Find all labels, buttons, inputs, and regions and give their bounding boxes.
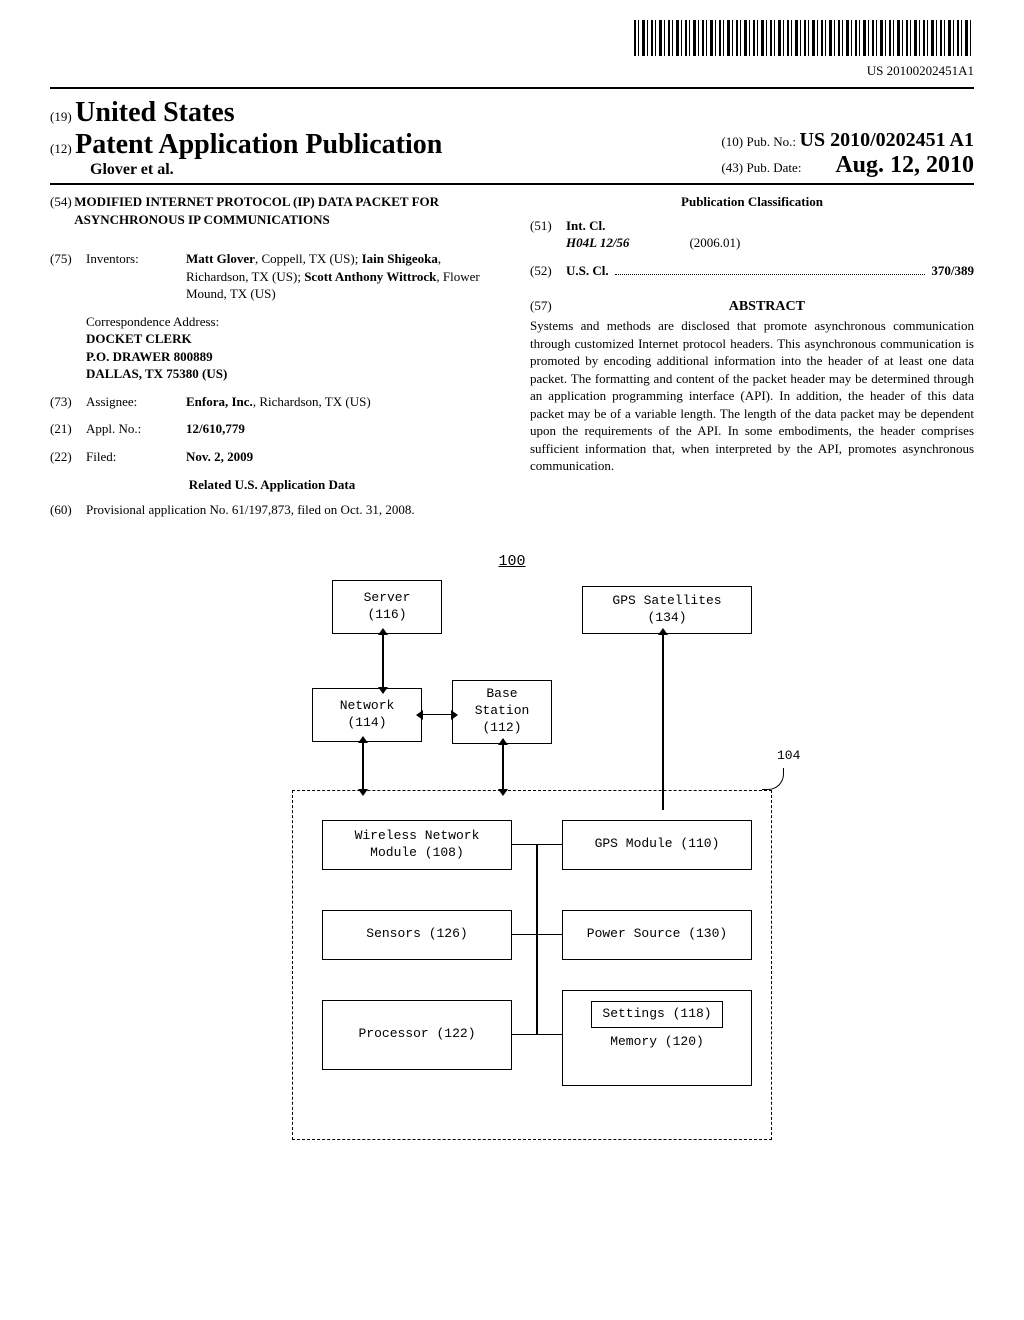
intcl-label: Int. Cl. bbox=[566, 217, 974, 235]
box-sensors: Sensors (126) bbox=[322, 910, 512, 960]
inventors-value: Matt Glover, Coppell, TX (US); Iain Shig… bbox=[186, 250, 494, 303]
pubno-label: Pub. No.: bbox=[747, 134, 796, 149]
field-60-num: (60) bbox=[50, 501, 86, 519]
header-authors: Glover et al. bbox=[90, 161, 442, 179]
applno-value: 12/610,779 bbox=[186, 420, 494, 438]
country: United States bbox=[75, 97, 234, 128]
box-wireless-network-module: Wireless Network Module (108) bbox=[322, 820, 512, 870]
abstract-head: ABSTRACT bbox=[560, 298, 974, 317]
box-power-source: Power Source (130) bbox=[562, 910, 752, 960]
box-server: Server (116) bbox=[332, 580, 442, 634]
field-75-num: (75) bbox=[50, 250, 86, 303]
ref-label-104: 104 bbox=[777, 748, 800, 763]
conn-proc-mem bbox=[512, 1034, 562, 1036]
inventor-1: Matt Glover bbox=[186, 251, 255, 266]
conn-gps-sat-module bbox=[662, 634, 664, 810]
header-right: (10) Pub. No.: US 2010/0202451 A1 (43) P… bbox=[721, 129, 974, 179]
header-left: (19) United States (12) Patent Applicati… bbox=[50, 97, 442, 179]
box-gps-satellites: GPS Satellites (134) bbox=[582, 586, 752, 634]
pubdate: Aug. 12, 2010 bbox=[835, 152, 974, 179]
conn-base-wnm bbox=[502, 744, 504, 790]
figure-number: 100 bbox=[50, 553, 974, 570]
barcode-graphic bbox=[634, 20, 974, 56]
barcode-region bbox=[50, 20, 974, 61]
field-73-num: (73) bbox=[50, 393, 86, 411]
field-52-num: (52) bbox=[530, 262, 566, 280]
box-memory: Settings (118) Memory (120) bbox=[562, 990, 752, 1086]
classification-head: Publication Classification bbox=[530, 193, 974, 211]
inventors-label: Inventors: bbox=[86, 250, 186, 303]
prefix-19: (19) bbox=[50, 109, 72, 124]
box-processor: Processor (122) bbox=[322, 1000, 512, 1070]
assignee-label: Assignee: bbox=[86, 393, 186, 411]
conn-vertical-bus bbox=[536, 844, 538, 1034]
intcl-code: H04L 12/56 bbox=[566, 234, 629, 252]
uscl-label: U.S. Cl. bbox=[566, 262, 609, 280]
applno-label: Appl. No.: bbox=[86, 420, 186, 438]
conn-server-network bbox=[382, 634, 384, 688]
ref-leader-104 bbox=[762, 768, 784, 790]
uscl-value: 370/389 bbox=[931, 262, 974, 280]
provisional-text: Provisional application No. 61/197,873, … bbox=[86, 501, 494, 519]
figure-diagram: Server (116) GPS Satellites (134) Networ… bbox=[232, 580, 792, 1160]
field-22-num: (22) bbox=[50, 448, 86, 466]
correspondence-label: Correspondence Address: bbox=[86, 313, 494, 331]
related-app-head: Related U.S. Application Data bbox=[50, 476, 494, 494]
inventor-3: Scott Anthony Wittrock bbox=[304, 269, 436, 284]
field-54-num: (54) bbox=[50, 193, 74, 240]
correspondence-line-3: DALLAS, TX 75380 (US) bbox=[86, 365, 494, 383]
invention-title: MODIFIED INTERNET PROTOCOL (IP) DATA PAC… bbox=[74, 193, 494, 228]
box-memory-label: Memory (120) bbox=[610, 1034, 704, 1051]
filed-label: Filed: bbox=[86, 448, 186, 466]
field-51-num: (51) bbox=[530, 217, 566, 252]
assignee-loc: , Richardson, TX (US) bbox=[253, 394, 371, 409]
publication-type: Patent Application Publication bbox=[75, 129, 442, 160]
intcl-year: (2006.01) bbox=[689, 234, 740, 252]
conn-network-base bbox=[422, 714, 452, 716]
header-rule-bottom bbox=[50, 183, 974, 185]
prefix-12: (12) bbox=[50, 141, 72, 156]
uscl-leader bbox=[615, 274, 926, 275]
box-gps-module: GPS Module (110) bbox=[562, 820, 752, 870]
left-column: (54) MODIFIED INTERNET PROTOCOL (IP) DAT… bbox=[50, 193, 494, 529]
header-rule-top bbox=[50, 87, 974, 89]
assignee-value: Enfora, Inc., Richardson, TX (US) bbox=[186, 393, 494, 411]
abstract-body: Systems and methods are disclosed that p… bbox=[530, 317, 974, 475]
inventor-1-loc: , Coppell, TX (US); bbox=[255, 251, 362, 266]
correspondence-line-2: P.O. DRAWER 800889 bbox=[86, 348, 494, 366]
pubdate-label: Pub. Date: bbox=[747, 160, 802, 175]
box-settings: Settings (118) bbox=[591, 1001, 722, 1028]
pubno: US 2010/0202451 A1 bbox=[800, 129, 974, 151]
conn-network-dashed bbox=[362, 742, 364, 790]
correspondence-line-1: DOCKET CLERK bbox=[86, 330, 494, 348]
filed-value: Nov. 2, 2009 bbox=[186, 448, 494, 466]
prefix-10: (10) bbox=[721, 134, 743, 149]
figure-wrap: Server (116) GPS Satellites (134) Networ… bbox=[50, 580, 974, 1160]
inventor-2: Iain Shigeoka bbox=[362, 251, 438, 266]
barcode-text: US 20100202451A1 bbox=[50, 63, 974, 79]
box-network: Network (114) bbox=[312, 688, 422, 742]
assignee-name: Enfora, Inc. bbox=[186, 394, 253, 409]
bibliographic-columns: (54) MODIFIED INTERNET PROTOCOL (IP) DAT… bbox=[50, 193, 974, 529]
right-column: Publication Classification (51) Int. Cl.… bbox=[530, 193, 974, 529]
prefix-43: (43) bbox=[721, 160, 743, 175]
header-block: (19) United States (12) Patent Applicati… bbox=[50, 97, 974, 179]
box-base-station: Base Station (112) bbox=[452, 680, 552, 744]
field-21-num: (21) bbox=[50, 420, 86, 438]
field-57-num: (57) bbox=[530, 297, 552, 315]
